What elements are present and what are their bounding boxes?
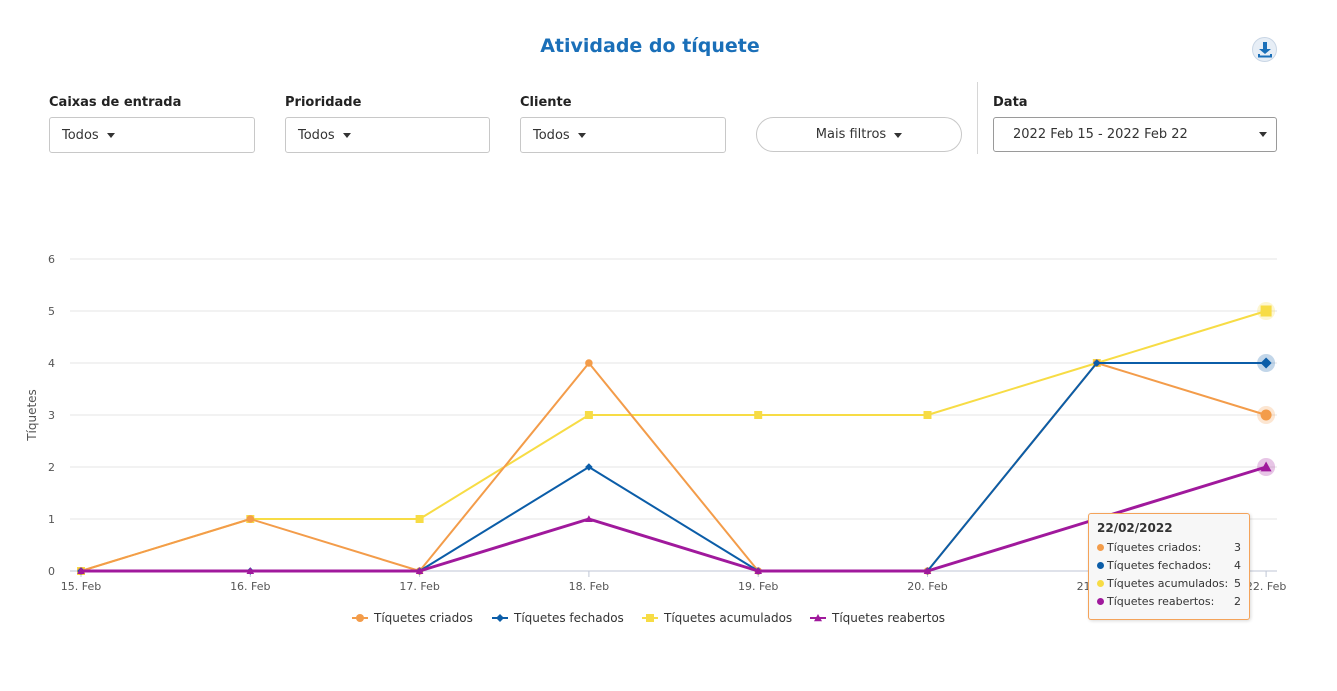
tooltip-date: 22/02/2022	[1097, 521, 1173, 535]
client-label: Cliente	[520, 95, 572, 110]
data-point	[923, 567, 932, 575]
tooltip-row: Tíquetes reabertos: 2	[1097, 592, 1241, 610]
y-tick-label: 3	[48, 409, 55, 422]
data-point	[415, 515, 424, 523]
data-point	[754, 567, 762, 575]
tooltip-series-name: Tíquetes acumulados:	[1107, 576, 1229, 590]
data-point	[585, 463, 593, 471]
data-point	[1260, 409, 1272, 421]
data-point	[1260, 305, 1272, 317]
legend-item[interactable]: Tíquetes fechados	[492, 611, 624, 625]
series-2	[77, 302, 1276, 575]
data-point	[1093, 359, 1101, 367]
x-tick-label: 17. Feb	[399, 580, 439, 593]
x-tick-label: 20. Feb	[907, 580, 947, 593]
data-point	[246, 515, 255, 523]
tooltip-series-dot	[1097, 597, 1104, 605]
x-tick-label: 16. Feb	[230, 580, 270, 593]
tooltip-series-dot	[1097, 561, 1104, 569]
tooltip-series-value: 4	[1234, 558, 1241, 572]
download-button[interactable]	[1252, 37, 1277, 62]
more-filters-label: Mais filtros	[815, 127, 887, 142]
tooltip-row: Tíquetes fechados: 4	[1097, 556, 1241, 574]
caret-down-icon	[1259, 132, 1267, 137]
legend-label: Tíquetes reabertos	[831, 611, 945, 625]
data-point	[246, 567, 255, 575]
priority-value: Todos	[298, 127, 335, 143]
download-icon	[1258, 42, 1272, 58]
data-point	[923, 411, 932, 419]
x-tick-label: 22. Feb	[1246, 580, 1286, 593]
legend-marker	[356, 614, 364, 622]
data-point	[754, 411, 763, 419]
more-filters-button[interactable]: Mais filtros	[756, 117, 962, 152]
filter-divider	[977, 82, 978, 154]
legend-label: Tíquetes criados	[373, 611, 473, 625]
tooltip-series-value: 5	[1234, 576, 1241, 590]
tooltip-series-value: 2	[1234, 594, 1241, 608]
y-tick-label: 1	[48, 513, 55, 526]
chart-tooltip: 22/02/2022 Tíquetes criados: 3 Tíquetes fe…	[1088, 513, 1250, 620]
tooltip-series-dot	[1097, 579, 1104, 587]
caret-down-icon	[894, 132, 903, 138]
series-line	[80, 310, 1267, 572]
series-line	[81, 465, 1267, 573]
priority-label: Prioridade	[285, 95, 362, 110]
legend-label: Tíquetes fechados	[513, 611, 624, 625]
priority-select[interactable]: Todos	[285, 117, 490, 153]
y-axis-title: Tíquetes	[25, 389, 39, 442]
y-tick-label: 2	[48, 461, 55, 474]
data-point	[584, 411, 593, 419]
date-range-value: 2022 Feb 15 - 2022 Feb 22	[1013, 127, 1188, 142]
tooltip-series-name: Tíquetes criados:	[1107, 540, 1202, 554]
tooltip-series-value: 3	[1234, 540, 1241, 554]
inboxes-value: Todos	[62, 127, 99, 143]
x-tick-label: 19. Feb	[738, 580, 778, 593]
tooltip-series-name: Tíquetes fechados:	[1107, 558, 1212, 572]
legend-item[interactable]: Tíquetes reabertos	[810, 611, 945, 625]
legend-item[interactable]: Tíquetes criados	[352, 611, 473, 625]
legend-label: Tíquetes acumulados	[663, 611, 792, 625]
caret-down-icon	[577, 133, 586, 138]
data-point	[77, 567, 85, 575]
caret-down-icon	[106, 133, 115, 138]
y-tick-label: 6	[48, 253, 55, 266]
page-title: Atividade do tíquete	[540, 35, 760, 57]
inboxes-label: Caixas de entrada	[49, 95, 182, 110]
caret-down-icon	[342, 133, 351, 138]
inboxes-select[interactable]: Todos	[49, 117, 255, 153]
date-range-select[interactable]: 2022 Feb 15 - 2022 Feb 22	[993, 117, 1277, 152]
legend-marker	[646, 614, 654, 622]
data-point	[1260, 357, 1272, 369]
data-point	[415, 567, 424, 575]
ticket-activity-chart: 0 1 2 3 4 5 6 15. Feb 16. Feb 17. Feb 18. Feb 19. F…	[25, 253, 1286, 625]
data-point	[1260, 461, 1272, 472]
tooltip-series-name: Tíquetes reabertos:	[1107, 594, 1215, 608]
legend-marker	[496, 614, 504, 622]
date-label: Data	[993, 95, 1028, 110]
client-value: Todos	[533, 127, 570, 143]
tooltip-row: Tíquetes criados: 3	[1097, 538, 1241, 556]
y-tick-label: 5	[48, 305, 55, 318]
y-tick-label: 4	[48, 357, 55, 370]
tooltip-row: Tíquetes acumulados: 5	[1097, 574, 1241, 592]
x-tick-label: 18. Feb	[569, 580, 609, 593]
legend-marker	[814, 614, 822, 622]
legend-item[interactable]: Tíquetes acumulados	[642, 611, 792, 625]
x-tick-label: 15. Feb	[61, 580, 101, 593]
data-point	[585, 515, 593, 523]
y-tick-label: 0	[48, 565, 55, 578]
client-select[interactable]: Todos	[520, 117, 726, 153]
data-point	[585, 359, 593, 367]
tooltip-series-dot	[1097, 543, 1104, 551]
